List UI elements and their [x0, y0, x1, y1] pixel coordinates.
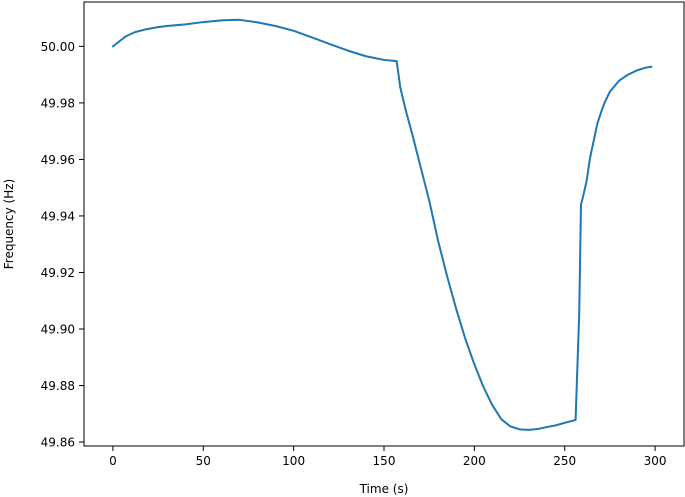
x-tick-label: 300: [644, 454, 667, 468]
y-axis-ticks: 49.86 49.88 49.90 49.92 49.94 49.96 49.98 50.00: [41, 40, 84, 450]
x-tick-label: 250: [553, 454, 576, 468]
x-tick-label: 150: [373, 454, 396, 468]
plot-area: [111, 18, 653, 431]
x-tick-label: 0: [109, 454, 117, 468]
x-tick-label: 50: [196, 454, 211, 468]
y-axis-label: Frequency (Hz): [2, 179, 16, 270]
y-tick-label: 49.86: [41, 436, 75, 450]
y-tick-label: 49.90: [41, 322, 75, 336]
y-tick-label: 49.94: [41, 209, 75, 223]
frequency-series-line: [111, 18, 653, 431]
x-axis-label: Time (s): [359, 482, 409, 496]
y-tick-label: 50.00: [41, 40, 75, 54]
x-tick-label: 100: [282, 454, 305, 468]
y-tick-label: 49.96: [41, 153, 75, 167]
y-tick-label: 49.92: [41, 266, 75, 280]
x-tick-label: 200: [463, 454, 486, 468]
x-axis-ticks: 0 50 100 150 200 250 300: [109, 446, 667, 468]
y-tick-label: 49.88: [41, 379, 75, 393]
y-tick-label: 49.98: [41, 96, 75, 110]
